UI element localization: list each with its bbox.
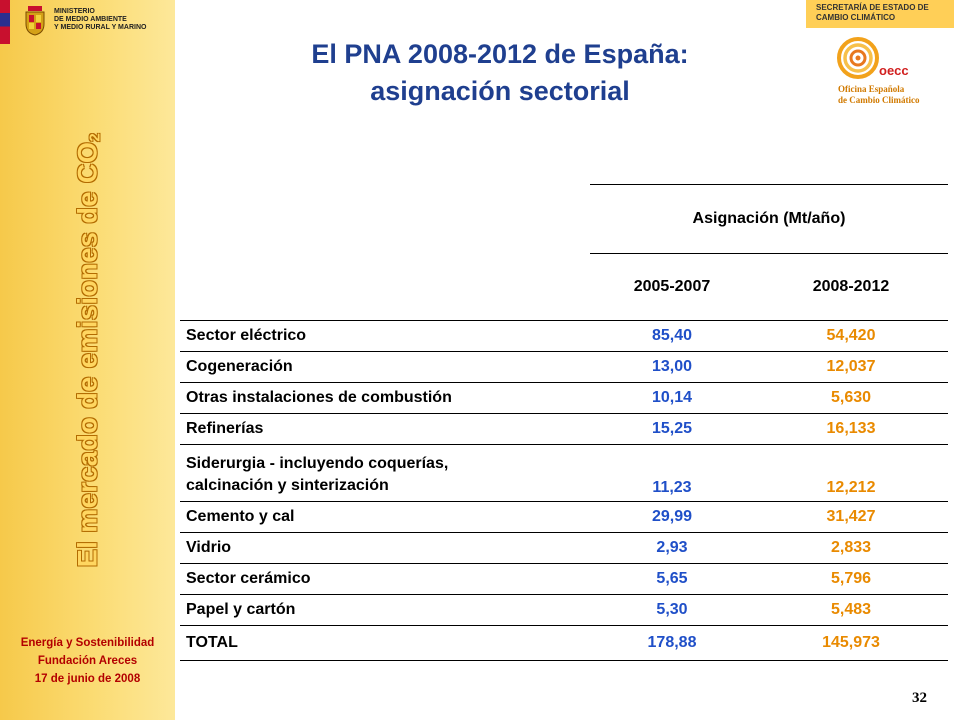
sector-name: Sector eléctrico [180, 320, 590, 352]
oecc-name: Oficina Española de Cambio Climático [838, 84, 948, 106]
footer-line: Fundación Areces [37, 655, 138, 667]
value-2008-2012: 5,796 [754, 563, 948, 595]
value-2005-2007: 178,88 [590, 625, 754, 661]
footer-line: 17 de junio de 2008 [34, 673, 141, 685]
sector-name: TOTAL [180, 625, 590, 661]
value-2005-2007: 29,99 [590, 501, 754, 533]
ministry-line: Y MEDIO RURAL Y MARINO [54, 24, 147, 31]
value-2008-2012: 145,973 [754, 625, 948, 661]
value-2008-2012: 2,833 [754, 532, 948, 564]
value-2005-2007: 85,40 [590, 320, 754, 352]
oecc-logo-icon [837, 37, 879, 79]
value-2008-2012: 12,212 [754, 444, 948, 502]
table-row: Otras instalaciones de combustión 10,14 … [180, 382, 948, 414]
page-title: El PNA 2008-2012 de España: asignación s… [200, 36, 800, 110]
table-row: Papel y cartón 5,30 5,483 [180, 594, 948, 626]
coat-of-arms-icon [25, 6, 45, 36]
sector-name: Vidrio [180, 532, 590, 564]
sector-name: Otras instalaciones de combustión [180, 382, 590, 414]
value-2008-2012: 5,483 [754, 594, 948, 626]
value-2005-2007: 5,65 [590, 563, 754, 595]
sector-name: Cogeneración [180, 351, 590, 383]
table-row: Cemento y cal 29,99 31,427 [180, 501, 948, 533]
secretaria-line: CAMBIO CLIMÁTICO [816, 13, 896, 22]
sector-name: Sector cerámico [180, 563, 590, 595]
vertical-title: El mercado de emisiones de CO2 [73, 133, 104, 568]
vertical-title-text: El mercado de emisiones de CO [72, 141, 103, 568]
allocation-table-container: Asignación (Mt/año) 2005-2007 2008-2012 … [180, 184, 948, 661]
ministry-line: DE MEDIO AMBIENTE [54, 16, 127, 23]
allocation-table: Asignación (Mt/año) 2005-2007 2008-2012 … [180, 184, 948, 661]
oecc-name-line: Oficina Española [838, 84, 905, 94]
secretaria-line: SECRETARÍA DE ESTADO DE [816, 3, 929, 12]
secretaria-badge: SECRETARÍA DE ESTADO DE CAMBIO CLIMÁTICO [806, 0, 954, 28]
value-2008-2012: 54,420 [754, 320, 948, 352]
footer-line: Energía y Sostenibilidad [20, 637, 155, 649]
ministry-logo: MINISTERIO DE MEDIO AMBIENTE Y MEDIO RUR… [14, 4, 164, 40]
table-row: Siderurgia - incluyendo coquerías, calci… [180, 444, 948, 502]
sector-name: Cemento y cal [180, 501, 590, 533]
sector-name-line: calcinación y sinterización [186, 477, 389, 494]
sidebar-footer: Energía y Sostenibilidad Fundación Arece… [0, 634, 175, 688]
page-number: 32 [912, 690, 927, 706]
value-2005-2007: 11,23 [590, 444, 754, 502]
value-2005-2007: 5,30 [590, 594, 754, 626]
table-row: Sector cerámico 5,65 5,796 [180, 563, 948, 595]
oecc-abbreviation: oecc [879, 63, 909, 78]
title-line: El PNA 2008-2012 de España: [311, 39, 689, 69]
ministry-line: MINISTERIO [54, 8, 95, 15]
table-row: Sector eléctrico 85,40 54,420 [180, 320, 948, 352]
table-header-row: Asignación (Mt/año) [180, 184, 948, 254]
group-header: Asignación (Mt/año) [590, 184, 948, 254]
sector-name-line: Siderurgia - incluyendo coquerías, [186, 455, 449, 472]
title-line: asignación sectorial [370, 76, 630, 106]
table-row: Vidrio 2,93 2,833 [180, 532, 948, 564]
value-2005-2007: 13,00 [590, 351, 754, 383]
header-blank-cell [180, 185, 590, 254]
table-header-row: 2005-2007 2008-2012 [180, 254, 948, 321]
sector-name: Refinerías [180, 413, 590, 445]
vertical-title-subscript: 2 [86, 132, 104, 142]
header-blank-cell [180, 254, 590, 321]
value-2008-2012: 12,037 [754, 351, 948, 383]
sector-name: Papel y cartón [180, 594, 590, 626]
oecc-name-line: de Cambio Climático [838, 95, 920, 105]
value-2005-2007: 10,14 [590, 382, 754, 414]
flag-strip [0, 0, 10, 44]
total-row: TOTAL 178,88 145,973 [180, 625, 948, 661]
sidebar: MINISTERIO DE MEDIO AMBIENTE Y MEDIO RUR… [0, 0, 175, 720]
value-2008-2012: 31,427 [754, 501, 948, 533]
value-2008-2012: 16,133 [754, 413, 948, 445]
column-header-2005: 2005-2007 [633, 278, 711, 295]
table-row: Cogeneración 13,00 12,037 [180, 351, 948, 383]
value-2005-2007: 15,25 [590, 413, 754, 445]
table-row: Refinerías 15,25 16,133 [180, 413, 948, 445]
sector-name: Siderurgia - incluyendo coquerías, calci… [180, 444, 590, 502]
column-header-2008: 2008-2012 [812, 278, 890, 295]
value-2008-2012: 5,630 [754, 382, 948, 414]
value-2005-2007: 2,93 [590, 532, 754, 564]
ministry-name: MINISTERIO DE MEDIO AMBIENTE Y MEDIO RUR… [54, 8, 164, 32]
